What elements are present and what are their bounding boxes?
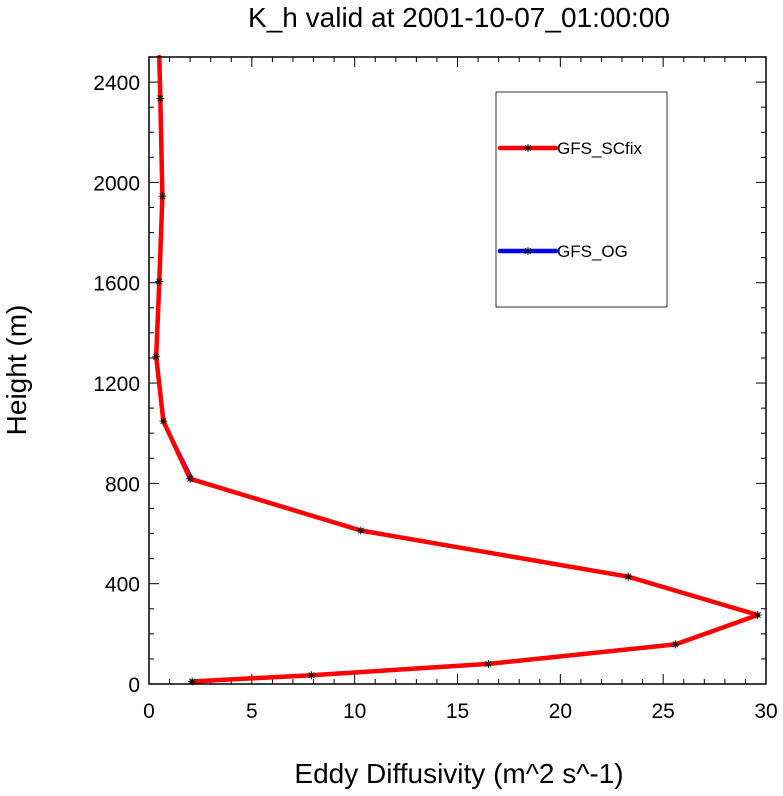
legend-label: GFS_SCfix: [557, 139, 643, 158]
series-line-gfs-scfix: [153, 54, 761, 684]
x-tick-label: 10: [343, 700, 366, 723]
data-point-marker: [753, 611, 762, 620]
x-tick-label: 30: [754, 700, 777, 723]
plot-frame: [148, 56, 767, 685]
y-axis-label: Height (m): [1, 305, 32, 436]
marker-stroke: [625, 573, 632, 580]
x-axis-label: Eddy Diffusivity (m^2 s^-1): [294, 758, 623, 789]
data-point-marker: [186, 474, 195, 483]
marker-stroke: [308, 672, 315, 679]
x-tick-label: 5: [246, 700, 258, 723]
data-point-marker: [484, 659, 493, 668]
legend-label: GFS_OG: [557, 242, 628, 261]
y-tick-label: 2400: [93, 72, 140, 95]
marker-stroke: [754, 611, 761, 619]
data-point-marker: [152, 352, 161, 361]
marker-stroke: [153, 353, 160, 360]
marker-stroke: [524, 144, 532, 152]
data-point-marker: [524, 144, 532, 152]
marker-stroke: [485, 660, 492, 668]
legend: GFS_SCfix GFS_OG: [495, 91, 668, 308]
marker-stroke: [524, 247, 532, 255]
marker-stroke: [157, 95, 164, 102]
y-tick-label: 1600: [93, 273, 140, 296]
data-point-marker: [524, 247, 532, 255]
marker-stroke: [187, 475, 194, 482]
data-point-marker: [307, 671, 316, 680]
marker-stroke: [357, 527, 364, 534]
marker-stroke: [159, 193, 166, 200]
y-tick-label: 0: [128, 674, 140, 697]
axis-ticks: 0 5 10 15 20 25 30 0 400 800 1200 1600 2000 2400: [93, 56, 778, 723]
marker-stroke: [672, 641, 679, 648]
data-point-marker: [159, 417, 168, 426]
x-tick-label: 0: [143, 700, 155, 723]
data-point-marker: [155, 277, 164, 286]
legend-box: [495, 91, 668, 308]
y-tick-label: 2000: [93, 172, 140, 195]
marker-stroke: [160, 418, 167, 425]
y-tick-label: 400: [105, 574, 140, 597]
data-point-marker: [671, 640, 680, 649]
data-point-marker: [156, 94, 165, 103]
y-tick-label: 800: [105, 473, 140, 496]
data-point-marker: [158, 192, 167, 201]
x-tick-label: 20: [549, 700, 572, 723]
x-tick-label: 25: [651, 700, 674, 723]
x-tick-label: 15: [446, 700, 469, 723]
y-tick-label: 1200: [93, 373, 140, 396]
data-point-marker: [624, 572, 633, 581]
data-point-marker: [356, 526, 365, 535]
chart-title: K_h valid at 2001-10-07_01:00:00: [248, 2, 670, 33]
series-layer: [152, 54, 762, 686]
marker-stroke: [156, 278, 163, 285]
